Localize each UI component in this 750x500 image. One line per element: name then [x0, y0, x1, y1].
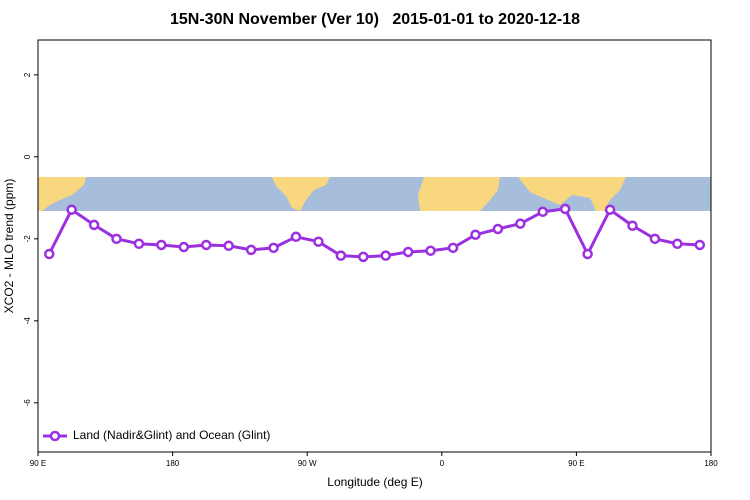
data-point	[515, 218, 526, 229]
x-tick-label: 90 E	[30, 459, 46, 468]
data-point	[627, 220, 638, 231]
data-point	[492, 223, 504, 235]
data-point	[245, 244, 257, 256]
series-line	[47, 207, 700, 259]
data-point	[380, 250, 391, 261]
y-tick-label: 2	[23, 72, 32, 77]
land	[518, 177, 626, 211]
data-point	[313, 236, 324, 247]
data-point	[470, 229, 481, 240]
data-point	[604, 204, 616, 215]
map-strip	[38, 177, 711, 211]
y-tick-label: -6	[23, 399, 32, 407]
legend-marker	[49, 430, 61, 442]
data-point	[694, 239, 706, 251]
land	[272, 177, 330, 211]
data-point	[156, 239, 167, 251]
data-point	[335, 250, 347, 261]
y-tick-label: -4	[23, 317, 32, 325]
data-point	[537, 206, 548, 218]
x-tick-label: 180	[704, 459, 718, 468]
x-axis-label: Longitude (deg E)	[327, 475, 422, 489]
data-point	[559, 203, 571, 215]
data-point	[111, 233, 122, 245]
data-point	[402, 246, 414, 258]
data-point	[425, 245, 436, 256]
land	[418, 177, 500, 211]
data-point	[290, 231, 302, 243]
data-point	[223, 240, 234, 252]
data-point	[672, 238, 683, 249]
plot-frame	[37, 39, 712, 453]
y-tick-label: -2	[23, 235, 32, 243]
data-point	[88, 219, 100, 231]
data-point	[133, 238, 145, 249]
x-tick-label: 0	[440, 459, 445, 468]
data-point	[43, 248, 55, 260]
data-point	[201, 239, 212, 251]
data-point	[358, 251, 369, 263]
data-point	[268, 242, 279, 254]
land	[38, 177, 86, 211]
x-tick-label: 90 E	[568, 459, 584, 468]
y-axis-label: XCO2 - MLO trend (ppm)	[2, 179, 16, 314]
x-tick-label: 90 W	[298, 459, 317, 468]
legend-label: Land (Nadir&Glint) and Ocean (Glint)	[73, 428, 270, 442]
y-tick-label: 0	[23, 154, 32, 159]
data-point	[447, 242, 459, 254]
chart-title: 15N-30N November (Ver 10) 2015-01-01 to …	[170, 11, 580, 28]
data-point	[66, 204, 77, 215]
data-point	[178, 241, 190, 253]
data-point	[649, 233, 661, 245]
data-point	[582, 248, 593, 260]
x-tick-label: 180	[166, 459, 180, 468]
